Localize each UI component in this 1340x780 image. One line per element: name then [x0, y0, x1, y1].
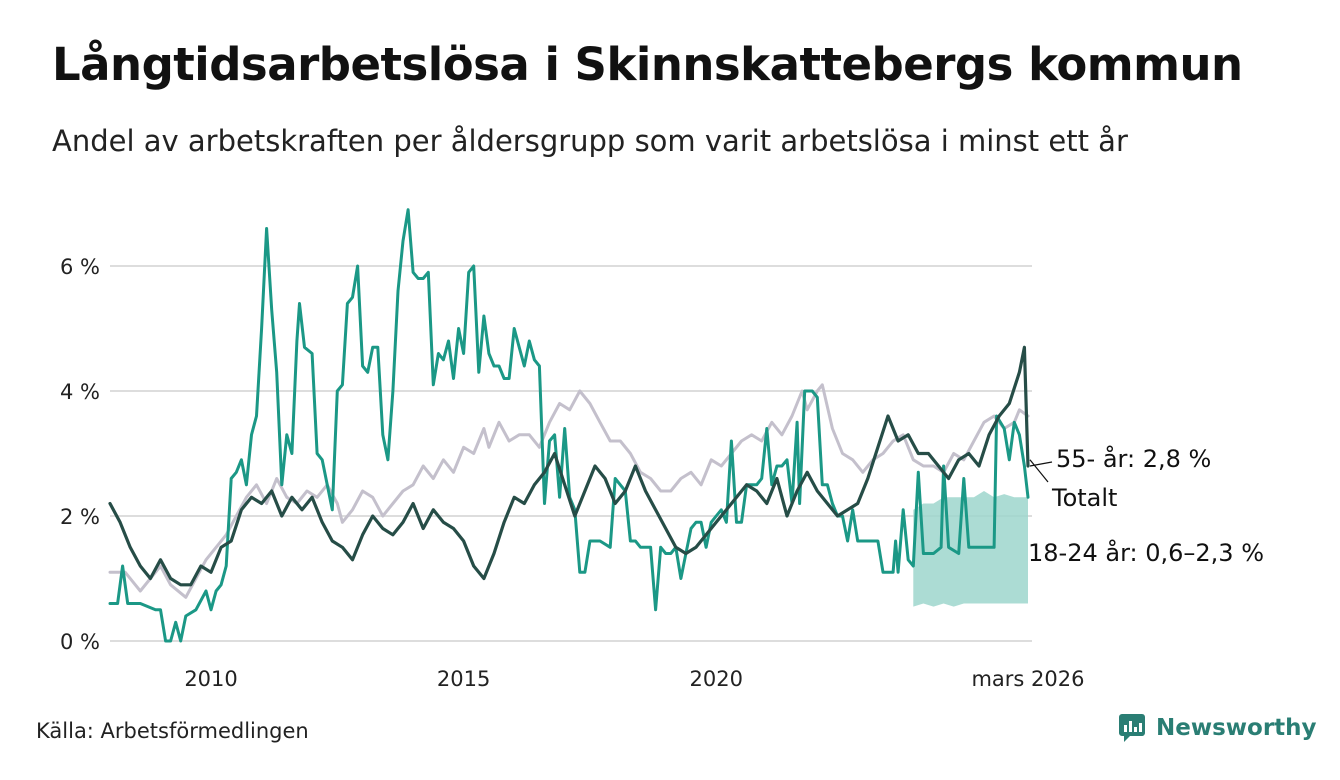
y-tick-label: 2 %: [60, 505, 100, 529]
chart-title: Långtidsarbetslösa i Skinnskattebergs ko…: [52, 38, 1243, 91]
x-tick-label: 2015: [437, 667, 490, 691]
source-note: Källa: Arbetsförmedlingen: [36, 719, 309, 743]
label-18-24: 18-24 år: 0,6–2,3 %: [1028, 538, 1264, 567]
brand-logo: Newsworthy: [1118, 713, 1317, 743]
chart-subtitle: Andel av arbetskraften per åldersgrupp s…: [52, 124, 1128, 158]
line-chart: 0 % 2 % 4 % 6 % 2010 2015 2020 mars 2026 55- å…: [60, 208, 1264, 691]
label-55: 55- år: 2,8 %: [1056, 444, 1211, 473]
end-labels: 55- år: 2,8 % Totalt 18-24 år: 0,6–2,3 %: [1028, 444, 1264, 567]
y-tick-label: 0 %: [60, 630, 100, 654]
y-tick-label: 6 %: [60, 255, 100, 279]
newsworthy-icon: [1119, 714, 1145, 742]
label-totalt: Totalt: [1051, 484, 1117, 512]
brand-name: Newsworthy: [1156, 715, 1317, 741]
y-tick-label: 4 %: [60, 380, 100, 404]
x-axis: 2010 2015 2020 mars 2026: [184, 667, 1084, 691]
label-leader-55: [1029, 461, 1053, 467]
x-tick-label: 2020: [690, 667, 743, 691]
series-layer: [108, 208, 1030, 643]
series-55: [108, 345, 1030, 587]
label-leader-totalt: [1029, 459, 1049, 483]
x-tick-label: 2010: [184, 667, 237, 691]
y-axis: 0 % 2 % 4 % 6 %: [60, 255, 100, 654]
x-tick-label: mars 2026: [971, 667, 1084, 691]
series-18-24: [108, 208, 1030, 643]
